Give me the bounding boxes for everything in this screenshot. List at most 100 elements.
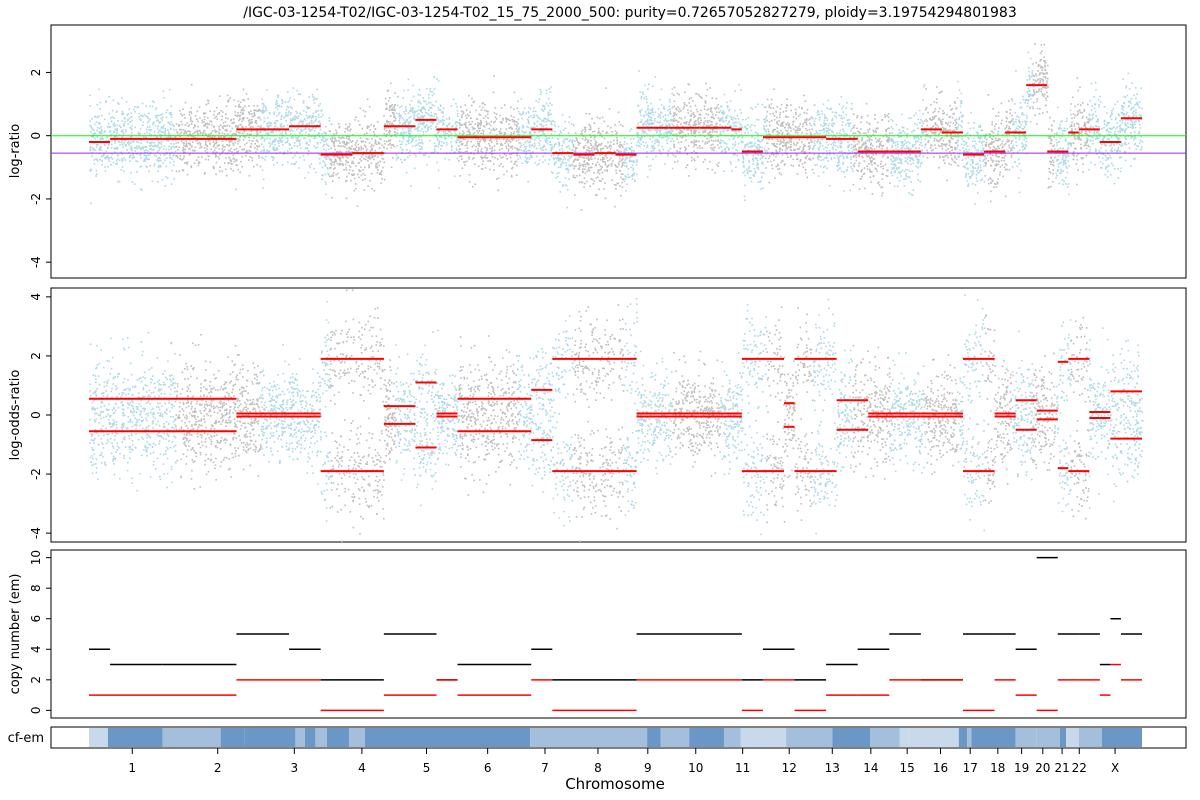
chromosome-label-8: 8 [594,761,602,775]
cf-block [220,728,245,747]
panel-copy-number: 0 2 4 6 8 10 copy number (em) [8,549,1187,719]
chromosome-14-points [852,102,891,197]
chromosome-label-11: 11 [735,761,750,775]
panel-cf-em-blocks [89,728,1142,747]
cf-block [740,728,787,747]
cf-block [870,728,900,747]
chromosome-20-points [1032,352,1056,471]
chromosome-10-points [672,82,721,177]
chromosome-label-3: 3 [290,761,298,775]
chromosome-2-points [175,83,262,191]
panel-log-odds-ratio-ylabel: log-odds-ratio [8,370,23,461]
chromosome-label-7: 7 [541,761,549,775]
panel-log-ratio-points [51,43,1186,211]
cf-block [304,728,316,747]
chromosome-label-4: 4 [358,761,366,775]
cf-block [899,728,909,747]
chromosome-7-points [517,315,575,527]
chromosome-1-points [89,331,178,492]
cf-block [723,728,741,747]
chromosome-22-points [1070,316,1090,520]
y-tick-label: -4 [29,527,43,539]
panel-cf-em: cf-em [8,726,1187,749]
y-tick-label: 10 [29,550,43,565]
chromosome-label-1: 1 [128,761,136,775]
y-tick-label: 0 [29,132,43,140]
cf-block [832,728,871,747]
chromosome-13-points [812,298,854,535]
segment-lines [89,357,1142,473]
chromosome-label-16: 16 [933,761,948,775]
panel-copy-number-frame [50,549,1187,719]
chromosome-14-points [852,344,891,480]
cf-block [908,728,959,747]
y-tick-label: 4 [29,645,43,653]
cf-block [295,728,305,747]
cf-block [1015,728,1037,747]
chromosome-8-points [572,304,625,543]
cf-block [315,728,327,747]
chromosome-12-points [766,88,814,184]
cf-block [1078,728,1102,747]
cf-block [89,728,108,747]
chromosome-7-points [517,86,575,209]
chromosome-1-points [89,88,177,205]
chromosome-label-X: X [1111,761,1119,775]
chromosome-label-15: 15 [900,761,915,775]
chromosome-12-points [766,306,814,524]
chromosome-4-points [329,289,397,543]
chromosome-label-10: 10 [688,761,703,775]
chromosome-6-points [458,75,519,192]
panel-log-odds-ratio-points [89,289,1144,543]
chromosome-label-9: 9 [644,761,652,775]
cf-block [786,728,833,747]
chromosome-16-points [925,354,958,475]
chromosome-9-points [623,297,674,516]
chromosome-6-points [458,335,519,496]
chromosome-label-14: 14 [863,761,878,775]
panel-log-ratio: -4 -2 0 2 log-ratio [8,24,1187,279]
chromosome-19-points [1011,51,1034,194]
cf-block [326,728,350,747]
cf-block [1101,728,1142,747]
chromosome-label-19: 19 [1014,761,1029,775]
panel-copy-number-ylabel: copy number (em) [8,574,23,695]
y-tick-label: 8 [29,584,43,592]
chromosome-17-points [956,80,986,205]
cf-block [958,728,968,747]
panel-log-ratio-frame [50,24,1187,279]
chromosome-16-points [924,86,958,182]
chromosome-15-points [890,351,927,474]
y-tick-label: 4 [29,293,43,301]
cf-block [967,728,972,747]
chromosome-3-points [260,87,331,196]
panel-copy-number-points [89,556,1142,712]
y-tick-label: -2 [29,468,43,480]
cf-block [244,728,296,747]
x-axis: 1 2 3 4 5 6 7 8 9 10 11 12 13 14 15 16 17 18 19 20 21 22 X [128,748,1119,775]
chromosome-20-points [1031,43,1056,189]
chromosome-22-points [1070,77,1090,186]
segment-lines [89,84,1142,156]
panel-cf-em-frame [50,726,1187,749]
panel-log-ratio-ylabel: log-ratio [8,124,23,179]
chromosome-8-points [572,87,625,211]
panel-log-odds-ratio-axis: -4 -2 0 2 4 [29,293,51,539]
y-tick-label: 0 [29,411,43,419]
panel-log-ratio-axis: -4 -2 0 2 [29,69,51,268]
chromosome-11-points [719,303,768,536]
chromosome-label-12: 12 [782,761,797,775]
chromosome-2-points [175,334,262,490]
chromosome-X-points [1088,72,1144,185]
y-tick-label: 2 [29,352,43,360]
y-tick-label: 2 [29,676,43,684]
y-tick-label: 0 [29,707,43,715]
chromosome-9-points [623,70,674,192]
y-tick-label: -4 [29,256,43,268]
chromosome-19-points [1011,330,1034,481]
chromosome-label-5: 5 [423,761,431,775]
chromosome-4-points [328,82,397,207]
cf-block [364,728,531,747]
cf-block [1059,728,1067,747]
